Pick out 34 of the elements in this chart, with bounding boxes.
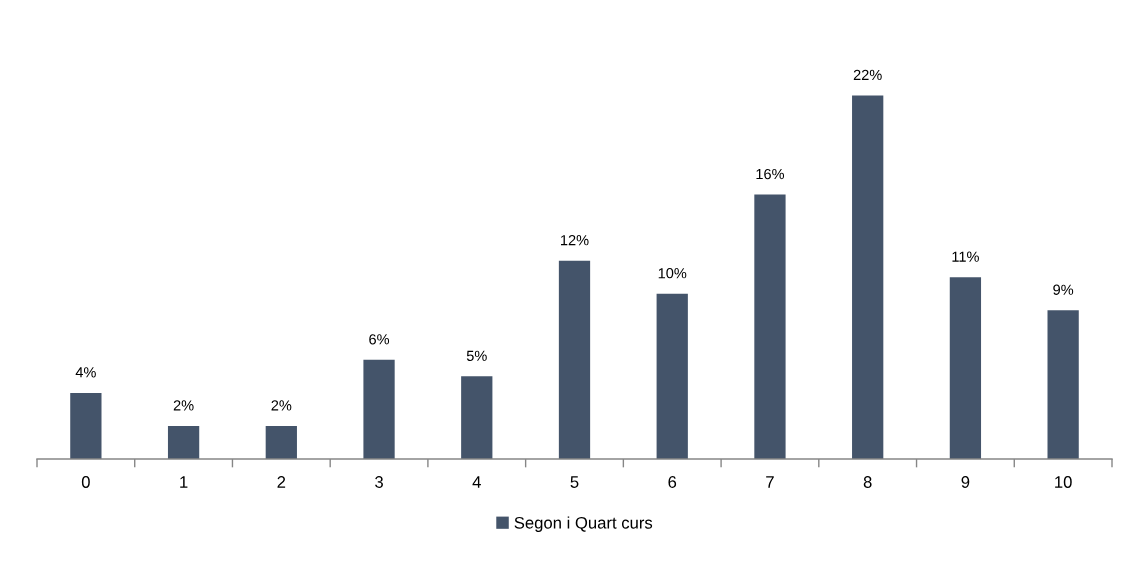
x-tick-label: 9 <box>961 476 970 488</box>
bar <box>1047 310 1079 459</box>
x-tick-label: 5 <box>570 476 579 488</box>
x-tick-label: 3 <box>375 476 383 488</box>
data-label: 6% <box>369 334 390 345</box>
data-label: 22% <box>853 69 882 80</box>
data-label: 2% <box>173 400 194 411</box>
bar <box>656 293 688 459</box>
data-label: 16% <box>756 168 785 180</box>
legend-label: Segon i Quart curs <box>514 516 653 532</box>
x-tick-label: 4 <box>472 476 481 488</box>
x-tick-label: 8 <box>863 476 872 488</box>
x-tick-label: 1 <box>180 476 188 488</box>
data-label: 2% <box>271 400 292 411</box>
bar <box>558 260 591 459</box>
bar <box>167 425 200 459</box>
x-tick-label: 7 <box>766 476 774 488</box>
bar <box>754 194 786 459</box>
data-label: 10% <box>658 268 687 279</box>
bar <box>265 425 297 459</box>
bar <box>363 359 395 459</box>
x-tick-label: 6 <box>668 476 677 488</box>
x-tick-label: 10 <box>1055 476 1072 488</box>
data-label: 5% <box>466 350 487 361</box>
bar <box>70 392 102 459</box>
bar <box>949 277 982 459</box>
x-tick-label: 0 <box>81 476 90 488</box>
bar <box>852 95 884 459</box>
x-tick-label: 2 <box>277 476 286 488</box>
data-label: 12% <box>561 234 589 246</box>
data-label: 9% <box>1053 284 1074 295</box>
bar <box>461 376 493 459</box>
data-label: 11% <box>952 251 979 262</box>
data-label: 4% <box>75 367 96 378</box>
